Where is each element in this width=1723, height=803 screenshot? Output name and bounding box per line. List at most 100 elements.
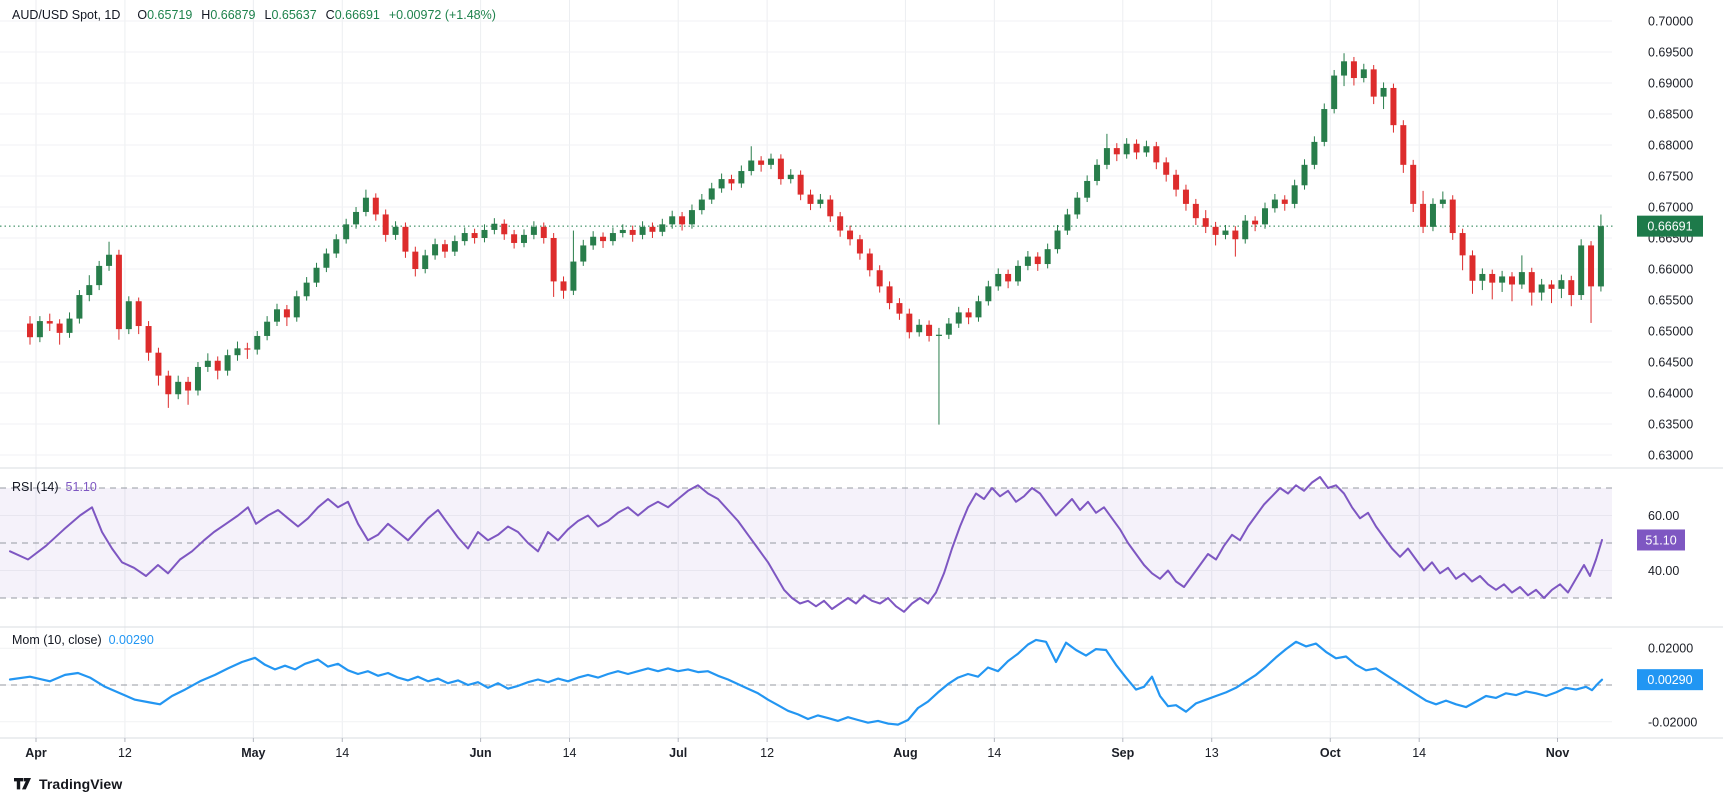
time-axis-scale[interactable]	[0, 738, 1723, 768]
candle[interactable]	[491, 218, 498, 235]
candle[interactable]	[1558, 274, 1565, 299]
candle[interactable]	[1380, 82, 1387, 110]
candle[interactable]	[46, 313, 53, 331]
candle[interactable]	[758, 156, 765, 172]
candle[interactable]	[916, 319, 923, 337]
candle[interactable]	[550, 233, 557, 297]
candle[interactable]	[1054, 224, 1061, 254]
candle[interactable]	[748, 146, 755, 176]
candle[interactable]	[1578, 239, 1585, 300]
candle[interactable]	[669, 210, 676, 229]
candle[interactable]	[412, 246, 419, 277]
candle[interactable]	[955, 306, 962, 328]
candle[interactable]	[402, 222, 409, 258]
mom-line[interactable]	[8, 638, 1604, 726]
candle[interactable]	[1499, 270, 1506, 292]
candle[interactable]	[1133, 139, 1140, 160]
candle[interactable]	[609, 227, 616, 246]
candle[interactable]	[1123, 138, 1130, 159]
candle[interactable]	[501, 219, 508, 240]
candle[interactable]	[115, 249, 122, 340]
candle[interactable]	[106, 241, 113, 271]
candle[interactable]	[1538, 278, 1545, 301]
candle[interactable]	[511, 229, 518, 249]
candle[interactable]	[264, 316, 271, 341]
candle[interactable]	[1044, 243, 1051, 269]
candle[interactable]	[145, 321, 152, 361]
candle[interactable]	[1301, 159, 1308, 190]
candle[interactable]	[1350, 56, 1357, 86]
candle[interactable]	[461, 227, 468, 246]
candle[interactable]	[1113, 143, 1120, 162]
candle[interactable]	[1103, 133, 1110, 170]
candle[interactable]	[688, 204, 695, 229]
candle[interactable]	[471, 228, 478, 244]
candle[interactable]	[293, 290, 300, 322]
candle[interactable]	[194, 362, 201, 396]
candle[interactable]	[837, 211, 844, 237]
candle[interactable]	[1262, 202, 1268, 229]
main-pane[interactable]	[0, 0, 1612, 468]
mom-legend[interactable]: Mom (10, close) 0.00290	[12, 633, 154, 647]
candle[interactable]	[135, 297, 142, 335]
candle[interactable]	[827, 195, 834, 222]
candle[interactable]	[1015, 260, 1021, 286]
candle[interactable]	[580, 239, 587, 266]
candle[interactable]	[639, 221, 646, 240]
candle[interactable]	[847, 225, 854, 246]
candle[interactable]	[323, 248, 330, 273]
candle[interactable]	[679, 211, 686, 231]
candle[interactable]	[313, 262, 320, 287]
candle[interactable]	[204, 353, 211, 372]
candle[interactable]	[738, 165, 745, 188]
candle[interactable]	[708, 182, 715, 204]
mom-pane[interactable]	[0, 627, 1612, 738]
candle[interactable]	[1024, 251, 1031, 271]
candle[interactable]	[244, 342, 251, 359]
candle[interactable]	[1331, 69, 1338, 114]
candle[interactable]	[975, 295, 982, 322]
candle[interactable]	[1242, 215, 1249, 244]
candle[interactable]	[343, 218, 350, 244]
candle[interactable]	[1518, 255, 1525, 289]
candle[interactable]	[1509, 272, 1515, 302]
candle[interactable]	[817, 193, 824, 209]
candle[interactable]	[1271, 193, 1278, 213]
candle[interactable]	[1469, 250, 1476, 294]
candle[interactable]	[1400, 120, 1407, 173]
candle[interactable]	[718, 173, 725, 193]
candle[interactable]	[935, 327, 942, 425]
candle[interactable]	[1232, 226, 1239, 257]
candlestick-series[interactable]	[27, 53, 1604, 425]
candle[interactable]	[165, 370, 172, 408]
candle[interactable]	[1222, 224, 1229, 240]
candle[interactable]	[1548, 280, 1555, 304]
candle[interactable]	[175, 375, 182, 400]
candle[interactable]	[1439, 191, 1446, 209]
candle[interactable]	[856, 234, 863, 260]
candle[interactable]	[1064, 208, 1071, 235]
candle[interactable]	[96, 260, 103, 291]
candle[interactable]	[945, 317, 952, 340]
candle[interactable]	[570, 230, 577, 296]
candle[interactable]	[600, 232, 607, 248]
candle[interactable]	[432, 238, 439, 260]
candle[interactable]	[876, 265, 883, 293]
candle[interactable]	[787, 169, 794, 184]
candle[interactable]	[353, 207, 360, 229]
candle[interactable]	[1459, 228, 1466, 271]
candle[interactable]	[1163, 157, 1170, 182]
candle[interactable]	[1173, 169, 1180, 197]
candle[interactable]	[1311, 136, 1318, 170]
candle[interactable]	[521, 229, 527, 248]
candle[interactable]	[896, 298, 903, 320]
candle[interactable]	[1568, 275, 1575, 307]
candle[interactable]	[36, 316, 43, 343]
candle[interactable]	[807, 189, 814, 211]
candle[interactable]	[372, 193, 379, 221]
candle[interactable]	[1597, 214, 1604, 292]
symbol-legend[interactable]: AUD/USD Spot, 1D O 0.65719 H 0.66879 L 0.65…	[12, 8, 496, 22]
candle[interactable]	[540, 222, 547, 244]
candle[interactable]	[224, 349, 231, 376]
